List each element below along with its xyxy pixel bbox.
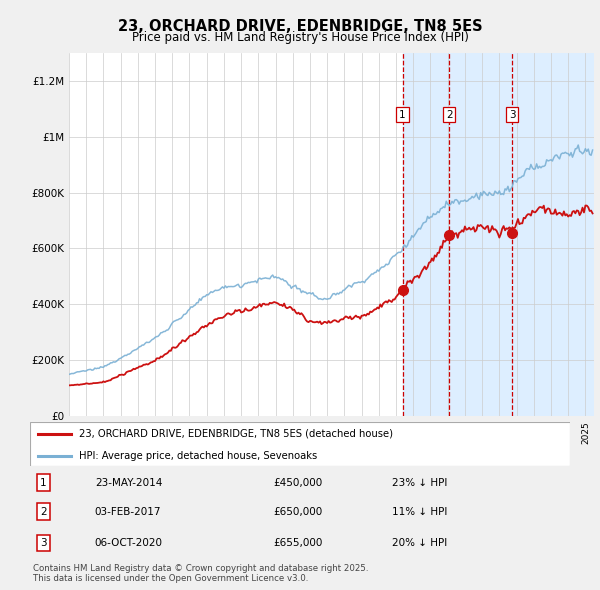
Text: Contains HM Land Registry data © Crown copyright and database right 2025.
This d: Contains HM Land Registry data © Crown c…: [33, 563, 368, 583]
FancyBboxPatch shape: [30, 422, 570, 466]
Text: 1: 1: [40, 477, 47, 487]
Text: HPI: Average price, detached house, Sevenoaks: HPI: Average price, detached house, Seve…: [79, 451, 317, 461]
Bar: [449, 53, 512, 416]
Text: 23-MAY-2014: 23-MAY-2014: [95, 477, 162, 487]
Bar: [512, 53, 594, 416]
Text: 11% ↓ HPI: 11% ↓ HPI: [392, 507, 447, 517]
Text: 23% ↓ HPI: 23% ↓ HPI: [392, 477, 447, 487]
Text: 1: 1: [399, 110, 406, 120]
Text: 03-FEB-2017: 03-FEB-2017: [95, 507, 161, 517]
Text: 23, ORCHARD DRIVE, EDENBRIDGE, TN8 5ES (detached house): 23, ORCHARD DRIVE, EDENBRIDGE, TN8 5ES (…: [79, 429, 392, 439]
Text: 2: 2: [446, 110, 452, 120]
Text: 20% ↓ HPI: 20% ↓ HPI: [392, 538, 447, 548]
Text: £650,000: £650,000: [273, 507, 322, 517]
Text: 3: 3: [509, 110, 515, 120]
Text: 2: 2: [40, 507, 47, 517]
Bar: [403, 53, 449, 416]
Text: 23, ORCHARD DRIVE, EDENBRIDGE, TN8 5ES: 23, ORCHARD DRIVE, EDENBRIDGE, TN8 5ES: [118, 19, 482, 34]
Text: £450,000: £450,000: [273, 477, 322, 487]
Text: 06-OCT-2020: 06-OCT-2020: [95, 538, 163, 548]
Text: Price paid vs. HM Land Registry's House Price Index (HPI): Price paid vs. HM Land Registry's House …: [131, 31, 469, 44]
Text: £655,000: £655,000: [273, 538, 322, 548]
Text: 3: 3: [40, 538, 47, 548]
